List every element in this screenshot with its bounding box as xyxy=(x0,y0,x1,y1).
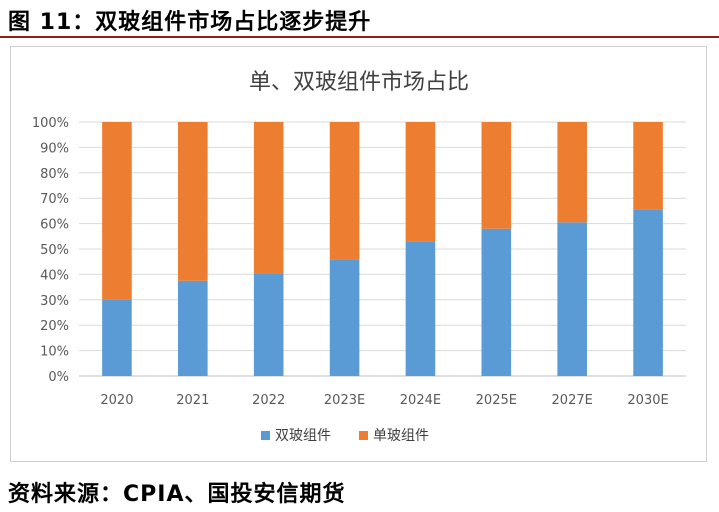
y-tick-label: 40% xyxy=(40,268,69,283)
bar-single-glass-2021 xyxy=(178,122,208,281)
chart-frame: 单、双玻组件市场占比 0% 10% 20% 30% 40% 50% 60% 70% 80% 90%… xyxy=(10,46,707,462)
bar-single-glass-2025E xyxy=(481,122,512,229)
bar-double-glass-2030E xyxy=(633,209,663,376)
bars xyxy=(102,122,663,376)
y-axis-ticks: 0% 10% 20% 30% 40% 50% 60% 70% 80% 90% 100% xyxy=(32,116,69,385)
bar-single-glass-2022 xyxy=(253,122,284,274)
legend: 双玻组件 单玻组件 xyxy=(261,428,429,444)
y-tick-label: 90% xyxy=(40,141,69,156)
x-tick-label: 2022 xyxy=(252,393,285,408)
y-tick-label: 20% xyxy=(40,319,69,334)
bar-double-glass-2027E xyxy=(557,222,587,376)
y-tick-label: 50% xyxy=(40,243,69,258)
x-tick-label: 2030E xyxy=(627,393,668,408)
y-tick-label: 100% xyxy=(32,116,69,131)
bar-single-glass-2020 xyxy=(102,122,132,300)
x-tick-label: 2025E xyxy=(476,393,517,408)
bar-single-glass-2023E xyxy=(329,122,360,260)
bar-double-glass-2021 xyxy=(178,280,208,376)
x-tick-label: 2024E xyxy=(400,393,441,408)
y-tick-label: 70% xyxy=(40,192,69,207)
bar-double-glass-2024E xyxy=(405,241,436,376)
y-tick-label: 80% xyxy=(40,167,69,182)
x-tick-label: 2027E xyxy=(552,393,593,408)
bar-double-glass-2023E xyxy=(329,259,360,376)
source-note: 资料来源：CPIA、国投安信期货 xyxy=(8,482,346,507)
y-tick-label: 10% xyxy=(40,345,69,360)
x-tick-label: 2021 xyxy=(176,393,209,408)
legend-swatch xyxy=(359,431,368,440)
x-tick-label: 2020 xyxy=(100,393,133,408)
legend-label: 双玻组件 xyxy=(275,428,331,444)
legend-label: 单玻组件 xyxy=(373,428,429,444)
gridlines xyxy=(79,121,686,377)
y-tick-label: 60% xyxy=(40,218,69,233)
x-axis-ticks: 2020 2021 2022 2023E 2024E 2025E 2027E 2030E xyxy=(100,393,668,408)
y-tick-label: 30% xyxy=(40,294,69,309)
chart-title: 单、双玻组件市场占比 xyxy=(249,70,469,95)
x-tick-label: 2023E xyxy=(324,393,365,408)
bar-single-glass-2030E xyxy=(633,122,663,210)
bar-single-glass-2024E xyxy=(405,122,436,242)
bar-double-glass-2025E xyxy=(481,228,512,376)
y-tick-label: 0% xyxy=(48,370,69,385)
bar-double-glass-2022 xyxy=(253,273,284,376)
stacked-bar-chart: 单、双玻组件市场占比 0% 10% 20% 30% 40% 50% 60% 70% 80% 90%… xyxy=(32,70,686,444)
bar-double-glass-2020 xyxy=(102,299,132,376)
title-divider xyxy=(0,36,719,38)
legend-swatch xyxy=(261,431,270,440)
bar-single-glass-2027E xyxy=(557,122,587,223)
figure-title: 图 11：双玻组件市场占比逐步提升 xyxy=(8,10,372,35)
